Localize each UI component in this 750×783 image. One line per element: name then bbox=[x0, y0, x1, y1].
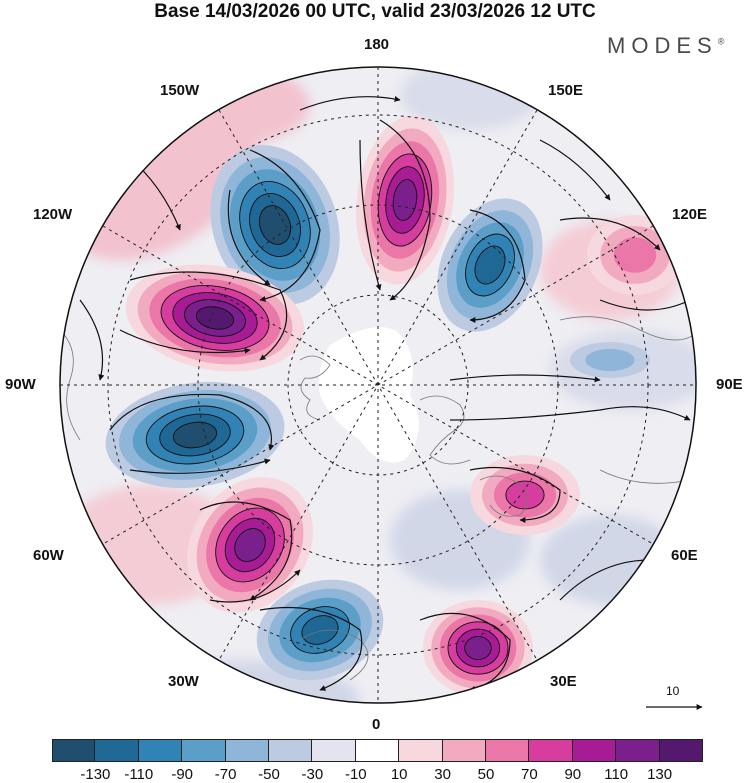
negative-center-150e bbox=[437, 198, 543, 332]
positive-center-180 bbox=[356, 115, 454, 285]
contour-level bbox=[301, 615, 339, 645]
colorbar-tick-label: 50 bbox=[477, 766, 495, 783]
lon-label-120e: 120E bbox=[672, 206, 708, 223]
positive-center-60w bbox=[187, 477, 313, 613]
colorbar-cell bbox=[529, 739, 573, 762]
reference-vector-label: 10 bbox=[666, 684, 680, 698]
contour-level bbox=[613, 237, 657, 273]
streamline bbox=[109, 393, 275, 451]
lon-label-90e: 90E bbox=[716, 376, 743, 393]
colorbar-tick-label: -10 bbox=[344, 766, 367, 783]
contour-level bbox=[585, 348, 635, 372]
colorbar-tick-label: 130 bbox=[647, 766, 673, 783]
colorbar-tick-label: -30 bbox=[301, 766, 324, 783]
negative-center-90w bbox=[105, 382, 285, 488]
colorbar-cell bbox=[95, 739, 139, 762]
lon-label-120w: 120W bbox=[33, 206, 73, 223]
streamline bbox=[449, 374, 601, 383]
colorbar-tick-label: -110 bbox=[124, 766, 154, 783]
colorbar-cell bbox=[659, 739, 703, 762]
colorbar-cell bbox=[355, 739, 400, 762]
lon-label-180: 180 bbox=[364, 36, 390, 53]
graticule bbox=[60, 67, 696, 703]
positive-center-30e bbox=[423, 600, 533, 696]
contour-level bbox=[172, 421, 218, 449]
streamline bbox=[449, 406, 691, 421]
lon-label-0: 0 bbox=[372, 716, 381, 733]
contour-level bbox=[258, 205, 292, 245]
colorbar-cell bbox=[572, 739, 617, 762]
lon-label-150e: 150E bbox=[548, 82, 584, 99]
streamline bbox=[209, 569, 301, 603]
contour-level bbox=[474, 245, 506, 285]
colorbar-tick-label: 90 bbox=[564, 766, 582, 783]
colorbar-tick-label: -50 bbox=[258, 766, 280, 783]
streamline bbox=[539, 139, 611, 201]
contour-level bbox=[195, 306, 235, 330]
colorbar-tick-label: 110 bbox=[604, 766, 629, 783]
streamline bbox=[199, 501, 293, 601]
colorbar-tick-label: 70 bbox=[521, 766, 538, 783]
lon-label-90w: 90W bbox=[5, 376, 36, 393]
colorbar-cell bbox=[269, 739, 313, 762]
streamline bbox=[259, 606, 363, 691]
streamline bbox=[119, 329, 251, 354]
colorbar-cell bbox=[486, 739, 530, 762]
colorbar-cell bbox=[138, 739, 183, 762]
colorbar-tick-label: -90 bbox=[171, 766, 194, 783]
chart-title: Base 14/03/2026 00 UTC, valid 23/03/2026… bbox=[154, 1, 596, 22]
colorbar-cell bbox=[399, 739, 443, 762]
colorbar-cell bbox=[52, 739, 96, 762]
contour-level bbox=[234, 528, 266, 562]
brand-registered-mark: ® bbox=[717, 36, 725, 47]
colorbar-cell bbox=[225, 739, 269, 762]
lon-label-30w: 30W bbox=[168, 673, 199, 690]
contour-level bbox=[505, 480, 545, 510]
contour-level bbox=[392, 179, 418, 221]
streamline bbox=[79, 299, 105, 381]
lon-label-30e: 30E bbox=[550, 673, 577, 690]
polar-cap bbox=[318, 327, 419, 463]
streamline bbox=[299, 96, 401, 111]
colorbar-tick-label: 30 bbox=[434, 766, 451, 783]
positive-center-60e bbox=[470, 455, 580, 535]
lon-label-60w: 60W bbox=[33, 547, 64, 564]
colorbar bbox=[52, 739, 703, 762]
contour-level bbox=[464, 635, 492, 661]
negative-center-90e bbox=[570, 342, 650, 378]
colorbar-tick-label: -130 bbox=[80, 766, 111, 783]
colorbar-cell bbox=[182, 739, 226, 762]
streamline bbox=[359, 139, 382, 291]
brand-text: MODES bbox=[607, 33, 718, 58]
streamline bbox=[469, 209, 526, 323]
streamline bbox=[129, 271, 288, 361]
colorbar-cell bbox=[442, 739, 486, 762]
streamline bbox=[599, 299, 691, 311]
colorbar-tick-label: -70 bbox=[214, 766, 237, 783]
streamline bbox=[249, 149, 321, 302]
modes-logo: MODES® bbox=[607, 33, 724, 59]
streamline bbox=[419, 612, 511, 692]
streamline bbox=[559, 217, 661, 251]
streamline bbox=[227, 189, 271, 286]
colorbar-tick-label: 10 bbox=[390, 766, 408, 783]
lon-label-150w: 150W bbox=[160, 82, 200, 99]
map-boundary bbox=[59, 66, 697, 704]
streamline bbox=[379, 119, 431, 301]
colorbar-cell bbox=[616, 739, 660, 762]
negative-center-150w bbox=[210, 145, 340, 305]
positive-center-120w bbox=[125, 264, 305, 372]
streamline bbox=[129, 458, 271, 474]
negative-center-30w bbox=[256, 579, 384, 681]
lon-label-60e: 60E bbox=[671, 547, 698, 564]
colorbar-cell bbox=[312, 739, 356, 762]
streamline bbox=[559, 557, 651, 601]
